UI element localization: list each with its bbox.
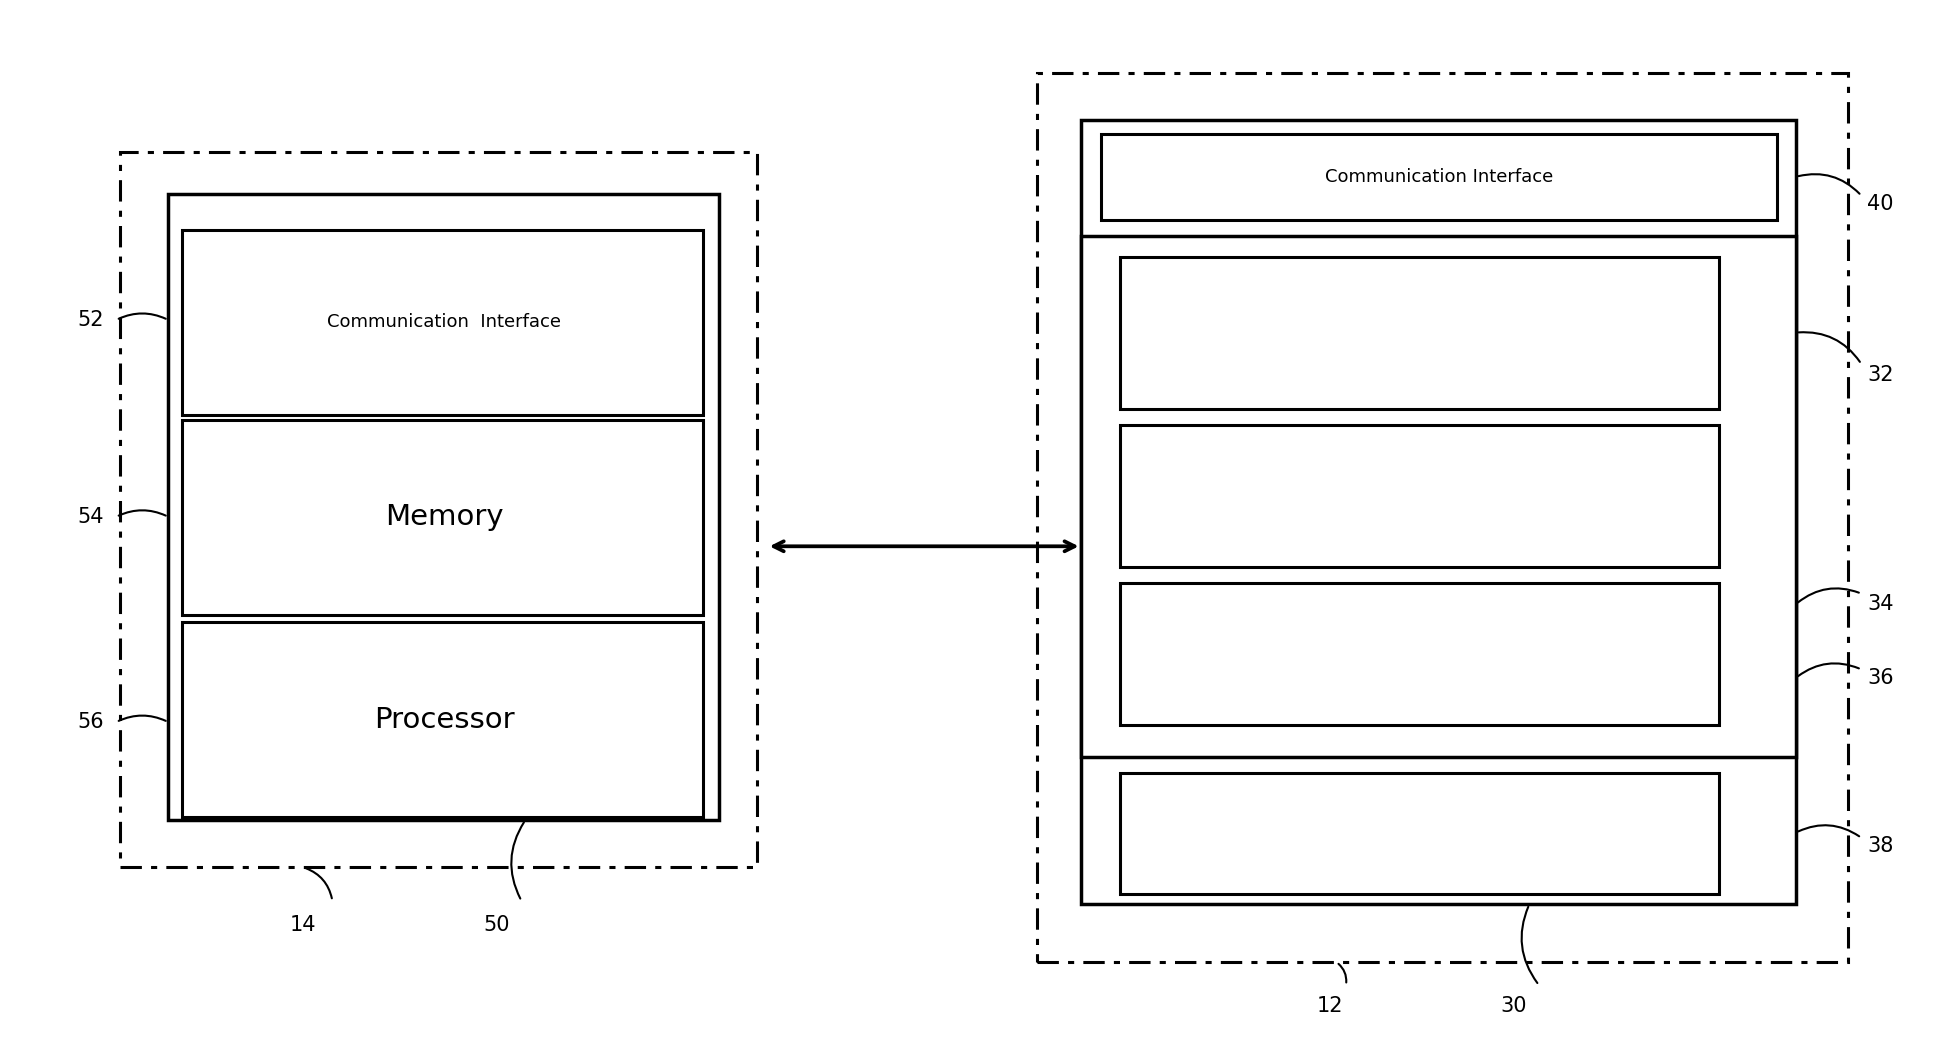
Bar [1121,425,1718,568]
FancyArrowPatch shape [1522,907,1538,984]
FancyArrowPatch shape [774,541,1074,552]
Bar [182,230,704,415]
Text: Communication  Interface: Communication Interface [328,313,562,331]
Bar [1082,120,1796,904]
FancyArrowPatch shape [1797,825,1860,836]
FancyArrowPatch shape [118,313,165,318]
Bar [182,622,704,817]
Text: Processor: Processor [374,706,514,734]
Text: API: API [1398,483,1441,509]
Text: 38: 38 [1867,836,1894,856]
FancyArrowPatch shape [306,868,332,899]
Text: 52: 52 [78,310,105,330]
Text: 32: 32 [1867,365,1894,385]
FancyArrowPatch shape [1799,174,1860,194]
Bar [1121,257,1718,410]
Text: 54: 54 [78,507,105,527]
Text: Memory: Memory [386,503,504,530]
Text: ASIC: ASIC [1388,641,1450,666]
FancyArrowPatch shape [1799,332,1860,362]
Text: Local Database: Local Database [1340,822,1499,842]
Bar [182,420,704,614]
Text: 56: 56 [78,712,105,732]
Text: 36: 36 [1867,667,1894,688]
Text: 34: 34 [1867,594,1894,614]
Bar [1082,236,1796,756]
FancyArrowPatch shape [1797,663,1860,676]
Text: 30: 30 [1501,996,1526,1016]
Text: 40: 40 [1867,194,1894,214]
Bar [169,194,719,820]
Bar [1101,134,1776,220]
Text: 12: 12 [1317,996,1344,1016]
FancyArrowPatch shape [512,822,524,899]
Bar [1121,772,1718,893]
Text: 14: 14 [291,916,316,935]
Text: Communication Interface: Communication Interface [1324,168,1553,186]
FancyArrowPatch shape [118,510,165,516]
Bar [1121,584,1718,726]
FancyArrowPatch shape [1797,589,1860,603]
Text: 50: 50 [483,916,510,935]
Bar [120,152,756,867]
Text: Memory: Memory [1365,319,1474,346]
Bar [1037,72,1848,962]
FancyArrowPatch shape [118,715,165,720]
FancyArrowPatch shape [1338,963,1346,982]
